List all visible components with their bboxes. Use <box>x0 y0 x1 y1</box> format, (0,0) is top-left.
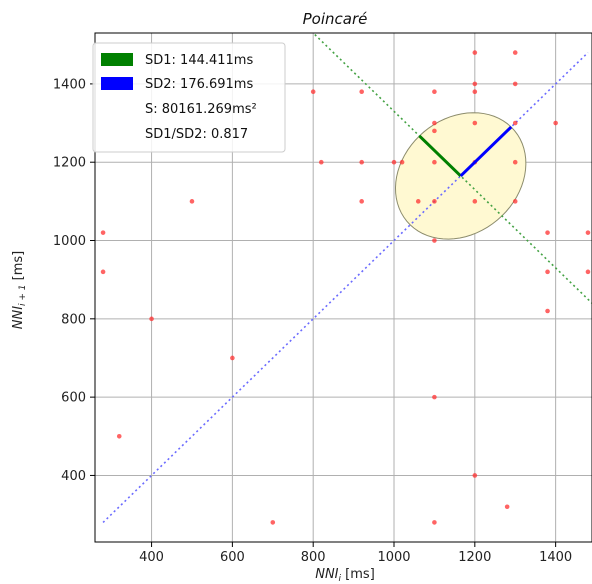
data-point <box>432 120 437 126</box>
x-tick-label: 1200 <box>458 550 491 565</box>
data-point <box>472 473 478 478</box>
data-point <box>545 269 550 275</box>
data-point <box>149 316 154 322</box>
data-point <box>230 355 235 361</box>
y-tick-label: 400 <box>61 469 86 484</box>
y-tick-label: 1000 <box>53 234 86 249</box>
data-point <box>116 433 122 439</box>
data-point <box>512 50 518 55</box>
data-point <box>100 230 106 235</box>
x-axis-title: NNIi [ms] <box>315 567 375 584</box>
data-point <box>432 199 437 204</box>
data-point <box>512 81 518 87</box>
data-point <box>512 199 518 204</box>
legend-box <box>92 42 286 153</box>
data-point <box>391 159 397 165</box>
legend-label-ratio: SD1/SD2: 0.817 <box>145 127 248 142</box>
data-point <box>100 269 106 275</box>
data-point <box>432 128 437 134</box>
data-point <box>318 159 324 165</box>
y-axis-title: NNIi + 1 [ms] <box>11 251 28 330</box>
data-point <box>472 89 478 95</box>
data-point <box>512 159 518 165</box>
x-tick-label: 400 <box>139 550 164 565</box>
plot-area <box>100 33 592 525</box>
axis-ticks: 400 600 800 1000 1200 1400 400 600 800 1000 1200 14… <box>53 77 572 565</box>
data-point <box>432 394 437 400</box>
data-point <box>545 308 550 314</box>
legend-label-area: S: 80161.269ms² <box>145 102 257 117</box>
data-point <box>399 159 405 165</box>
y-tick-label: 800 <box>61 312 86 327</box>
data-point <box>432 159 437 165</box>
data-point <box>189 199 195 204</box>
data-point <box>415 199 421 204</box>
legend: SD1: 144.411ms SD2: 176.691ms S: 80161.2… <box>92 42 286 153</box>
y-tick-label: 1200 <box>53 156 86 171</box>
data-point <box>359 199 364 204</box>
sd1-vector <box>418 134 462 177</box>
x-tick-label: 1400 <box>539 550 572 565</box>
legend-label-sd2: SD2: 176.691ms <box>145 77 253 92</box>
x-tick-label: 800 <box>301 550 326 565</box>
data-point <box>585 230 591 235</box>
data-point <box>585 269 591 275</box>
x-tick-label: 1000 <box>377 550 410 565</box>
x-tick-label: 600 <box>220 550 245 565</box>
data-point <box>512 120 518 126</box>
data-point <box>472 199 478 204</box>
legend-label-sd1: SD1: 144.411ms <box>145 53 253 68</box>
data-point <box>310 89 316 95</box>
plot-frame <box>94 32 592 543</box>
data-point <box>472 50 478 55</box>
chart-title: Poincaré <box>303 10 368 28</box>
y-tick-label: 600 <box>61 391 86 406</box>
data-point <box>472 81 478 87</box>
data-point <box>553 120 558 126</box>
sd2-vector <box>459 125 513 177</box>
data-point <box>432 238 437 243</box>
legend-swatch-sd1 <box>101 53 133 66</box>
data-point <box>359 89 364 95</box>
data-point <box>545 230 550 235</box>
data-point <box>432 89 437 95</box>
data-point <box>270 520 276 525</box>
y-tick-label: 1400 <box>53 77 86 92</box>
data-point <box>472 120 478 126</box>
data-point <box>432 520 437 525</box>
data-point <box>504 504 510 510</box>
legend-swatch-sd2 <box>101 77 133 90</box>
data-point <box>359 159 364 165</box>
